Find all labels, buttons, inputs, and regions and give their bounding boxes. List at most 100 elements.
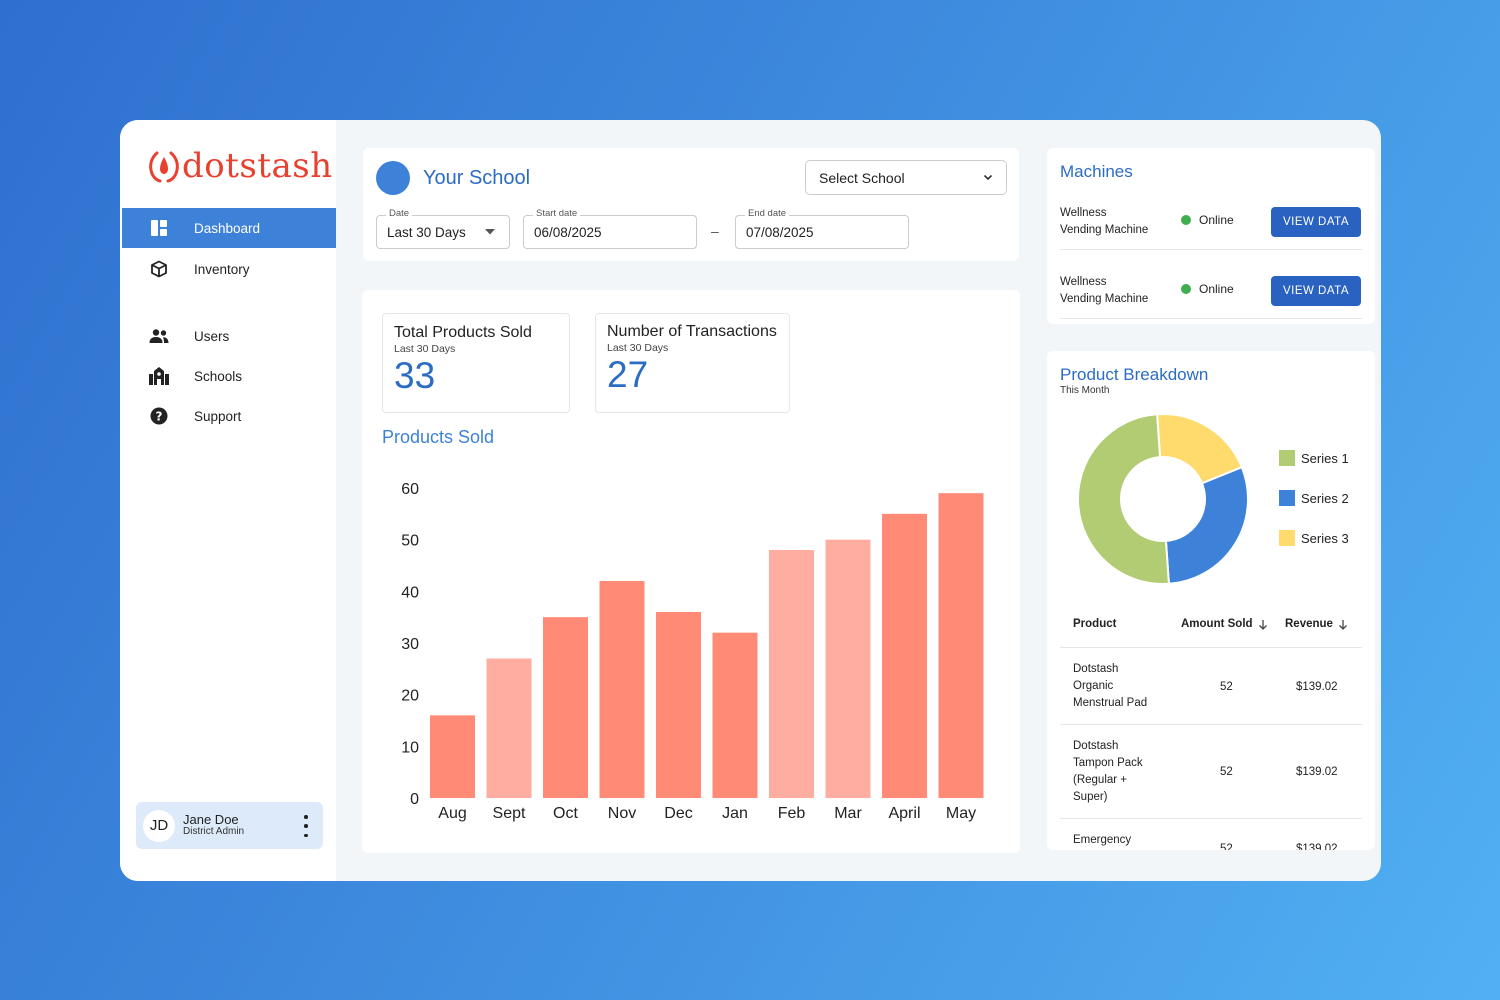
divider — [1060, 724, 1362, 725]
product-name-line: Tampon Pack — [1073, 757, 1143, 770]
start-date-label: Start date — [533, 208, 581, 219]
machines-card: Machines Wellness Vending Machine Online… — [1047, 148, 1375, 324]
view-data-button[interactable]: VIEW DATA — [1271, 276, 1361, 306]
sidebar: dotstash Dashboard Inventory Users Schoo… — [120, 120, 336, 881]
stat-subtitle: Last 30 Days — [394, 343, 456, 355]
product-name-line: (Regular + — [1073, 774, 1128, 787]
machine-row: Wellness Vending Machine Online VIEW DAT… — [1060, 260, 1362, 318]
dashboard-icon — [148, 217, 170, 239]
sort-arrow-down-icon — [1258, 619, 1267, 630]
date-range-select[interactable]: Date Last 30 Days — [376, 208, 510, 249]
page-title: Your School — [423, 167, 531, 189]
school-select[interactable]: Select School — [805, 160, 1007, 195]
logo-drop-icon — [149, 151, 179, 183]
product-name-cell: Emergency — [1073, 834, 1132, 846]
divider — [1060, 318, 1362, 319]
sidebar-item-schools[interactable]: Schools — [122, 356, 336, 396]
product-name-line: Dotstash — [1073, 663, 1119, 675]
y-tick-label: 10 — [401, 739, 419, 756]
online-status-dot — [1181, 284, 1191, 294]
column-header-label: Revenue — [1285, 618, 1333, 630]
sidebar-item-users[interactable]: Users — [122, 316, 336, 356]
machine-name-line: Wellness — [1060, 207, 1107, 219]
user-card[interactable]: JD Jane Doe District Admin — [136, 802, 323, 849]
legend-swatch — [1279, 490, 1295, 506]
view-data-button[interactable]: VIEW DATA — [1271, 207, 1361, 237]
machine-status: Online — [1181, 282, 1234, 296]
bar-dec[interactable] — [656, 612, 701, 798]
svg-text:?: ? — [156, 409, 163, 423]
legend-series-1: Series 1 — [1279, 450, 1349, 466]
product-name-line: Menstrual Pad — [1073, 697, 1148, 710]
machine-name: Wellness Vending Machine — [1060, 274, 1148, 307]
x-tick-label: May — [946, 805, 976, 822]
bar-april[interactable] — [882, 513, 927, 798]
x-tick-label: Aug — [438, 805, 466, 822]
donut-slice-series-1[interactable] — [1077, 413, 1170, 585]
x-tick-label: Jan — [722, 805, 748, 822]
product-name-line: Dotstash — [1073, 740, 1119, 752]
donut-slice-series-2[interactable] — [1164, 465, 1249, 585]
sort-arrow-down-icon — [1338, 619, 1347, 630]
sidebar-item-dashboard[interactable]: Dashboard — [122, 208, 336, 248]
bar-mar[interactable] — [825, 539, 871, 798]
products-card: Total Products Sold Last 30 Days 33 Numb… — [362, 290, 1020, 853]
divider — [1060, 647, 1362, 648]
end-date-label: End date — [745, 208, 790, 219]
users-icon — [148, 325, 170, 347]
product-breakdown-card: Product Breakdown This Month Series 1 Se… — [1047, 351, 1375, 850]
bar-nov[interactable] — [599, 581, 645, 798]
more-options-icon[interactable] — [299, 815, 313, 837]
machine-row: Wellness Vending Machine Online VIEW DAT… — [1060, 191, 1362, 249]
column-header-label: Product — [1073, 618, 1117, 630]
column-header-label: Amount Sold — [1181, 618, 1253, 630]
revenue-cell: $139.02 — [1296, 766, 1338, 778]
sidebar-item-label: Inventory — [194, 261, 250, 277]
bar-oct[interactable] — [543, 617, 588, 798]
bar-may[interactable] — [938, 493, 984, 798]
machine-status-label: Online — [1199, 282, 1234, 296]
column-header-amount[interactable]: Amount Sold — [1181, 618, 1268, 630]
bar-feb[interactable] — [769, 550, 814, 798]
y-tick-label: 20 — [401, 688, 419, 705]
caret-down-icon — [485, 229, 495, 235]
column-header-revenue[interactable]: Revenue — [1285, 618, 1348, 630]
breakdown-title: Product Breakdown — [1060, 365, 1209, 384]
bar-aug[interactable] — [430, 715, 475, 798]
user-name: Jane Doe — [183, 812, 239, 828]
amount-cell: 52 — [1220, 843, 1233, 850]
end-date-field[interactable]: End date 07/08/2025 — [735, 208, 909, 249]
dotstash-logo[interactable]: dotstash — [148, 146, 333, 186]
product-name-cell: Dotstash Organic Menstrual Pad — [1073, 661, 1147, 712]
divider — [1060, 818, 1362, 819]
x-tick-label: April — [888, 805, 920, 822]
avatar: JD — [143, 809, 175, 842]
column-header-product[interactable]: Product — [1073, 618, 1116, 630]
help-icon: ? — [148, 405, 170, 427]
machine-name: Wellness Vending Machine — [1060, 205, 1148, 238]
x-tick-label: Dec — [664, 805, 692, 822]
date-label: Date — [386, 208, 413, 219]
machine-name-line: Vending Machine — [1060, 292, 1149, 305]
machine-status-label: Online — [1199, 213, 1234, 227]
sidebar-item-inventory[interactable]: Inventory — [122, 249, 336, 289]
legend-swatch — [1279, 530, 1295, 546]
legend-swatch — [1279, 450, 1295, 466]
stat-title: Number of Transactions — [607, 323, 777, 340]
products-sold-title: Products Sold — [382, 427, 495, 447]
x-tick-label: Oct — [553, 805, 578, 822]
y-tick-label: 30 — [401, 636, 419, 653]
stat-value: 33 — [394, 355, 436, 396]
bar-jan[interactable] — [712, 632, 758, 798]
y-tick-label: 40 — [401, 584, 419, 601]
start-date-field[interactable]: Start date 06/08/2025 — [523, 208, 697, 249]
stat-total-products: Total Products Sold Last 30 Days 33 — [382, 313, 570, 413]
bar-sept[interactable] — [486, 658, 532, 799]
product-name-cell: Dotstash Tampon Pack (Regular + Super) — [1073, 738, 1143, 806]
y-tick-label: 0 — [410, 791, 419, 808]
stat-value: 27 — [607, 354, 649, 395]
sidebar-item-label: Support — [194, 408, 242, 424]
school-icon — [148, 365, 170, 387]
sidebar-item-support[interactable]: ? Support — [122, 396, 336, 436]
online-status-dot — [1181, 215, 1191, 225]
